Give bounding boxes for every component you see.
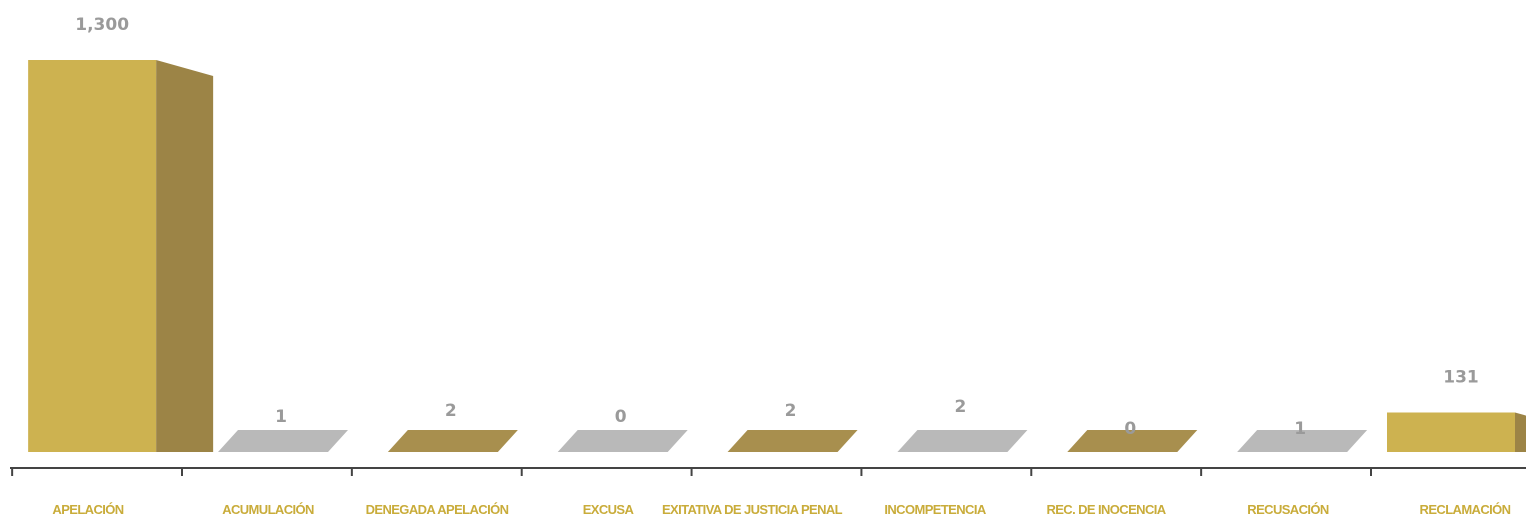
value-label-exitativa-de-justicia-penal: 2 [785, 401, 797, 421]
bar-front [28, 60, 157, 452]
category-label-excusa: EXCUSA [583, 502, 635, 517]
category-labels-group: APELACIÓN ACUMULACIÓN DENEGADA APELACIÓN EX… [52, 502, 1511, 517]
value-label-acumulación: 1 [275, 407, 287, 427]
bar-denegada-apelación [387, 430, 518, 452]
value-labels-group: 1,300 1 2 0 2 2 0 1 131 [75, 15, 1478, 439]
category-label-recusación: RECUSACIÓN [1247, 502, 1329, 517]
bar-side [1515, 412, 1526, 452]
bar-front [1387, 412, 1515, 452]
category-label-exitativa-de-justicia-penal: EXITATIVA DE JUSTICIA PENAL [662, 502, 843, 517]
bar-acumulación [218, 430, 348, 452]
value-label-apelación: 1,300 [75, 15, 129, 35]
x-axis [10, 467, 1526, 476]
bar-rec-de-inocencia [1067, 430, 1198, 452]
bar-top [1237, 430, 1368, 452]
value-label-reclamación: 131 [1443, 367, 1479, 387]
value-label-denegada-apelación: 2 [445, 401, 457, 421]
bars-group [28, 60, 1526, 452]
bar-incompetencia [897, 430, 1028, 452]
bar-side [156, 60, 214, 452]
category-label-incompetencia: INCOMPETENCIA [884, 502, 986, 517]
bar-top [218, 430, 348, 452]
category-label-reclamación: RECLAMACIÓN [1420, 502, 1511, 517]
value-label-rec-de-inocencia: 0 [1124, 419, 1136, 439]
category-label-denegada-apelación: DENEGADA APELACIÓN [366, 502, 509, 517]
bar-apelación [28, 60, 214, 452]
bar-reclamación [1387, 412, 1526, 452]
value-label-recusación: 1 [1294, 419, 1306, 439]
category-label-apelación: APELACIÓN [52, 502, 123, 517]
category-label-rec-de-inocencia: REC. DE INOCENCIA [1046, 502, 1166, 517]
bar-top [387, 430, 518, 452]
value-label-incompetencia: 2 [955, 397, 967, 417]
bar-top [557, 430, 688, 452]
category-label-acumulación: ACUMULACIÓN [222, 502, 314, 517]
bar-excusa [557, 430, 688, 452]
bar-top [1067, 430, 1198, 452]
bar-top [897, 430, 1028, 452]
bar-exitativa-de-justicia-penal [727, 430, 858, 452]
bar-top [727, 430, 858, 452]
bar-recusación [1237, 430, 1368, 452]
value-label-excusa: 0 [615, 407, 627, 427]
